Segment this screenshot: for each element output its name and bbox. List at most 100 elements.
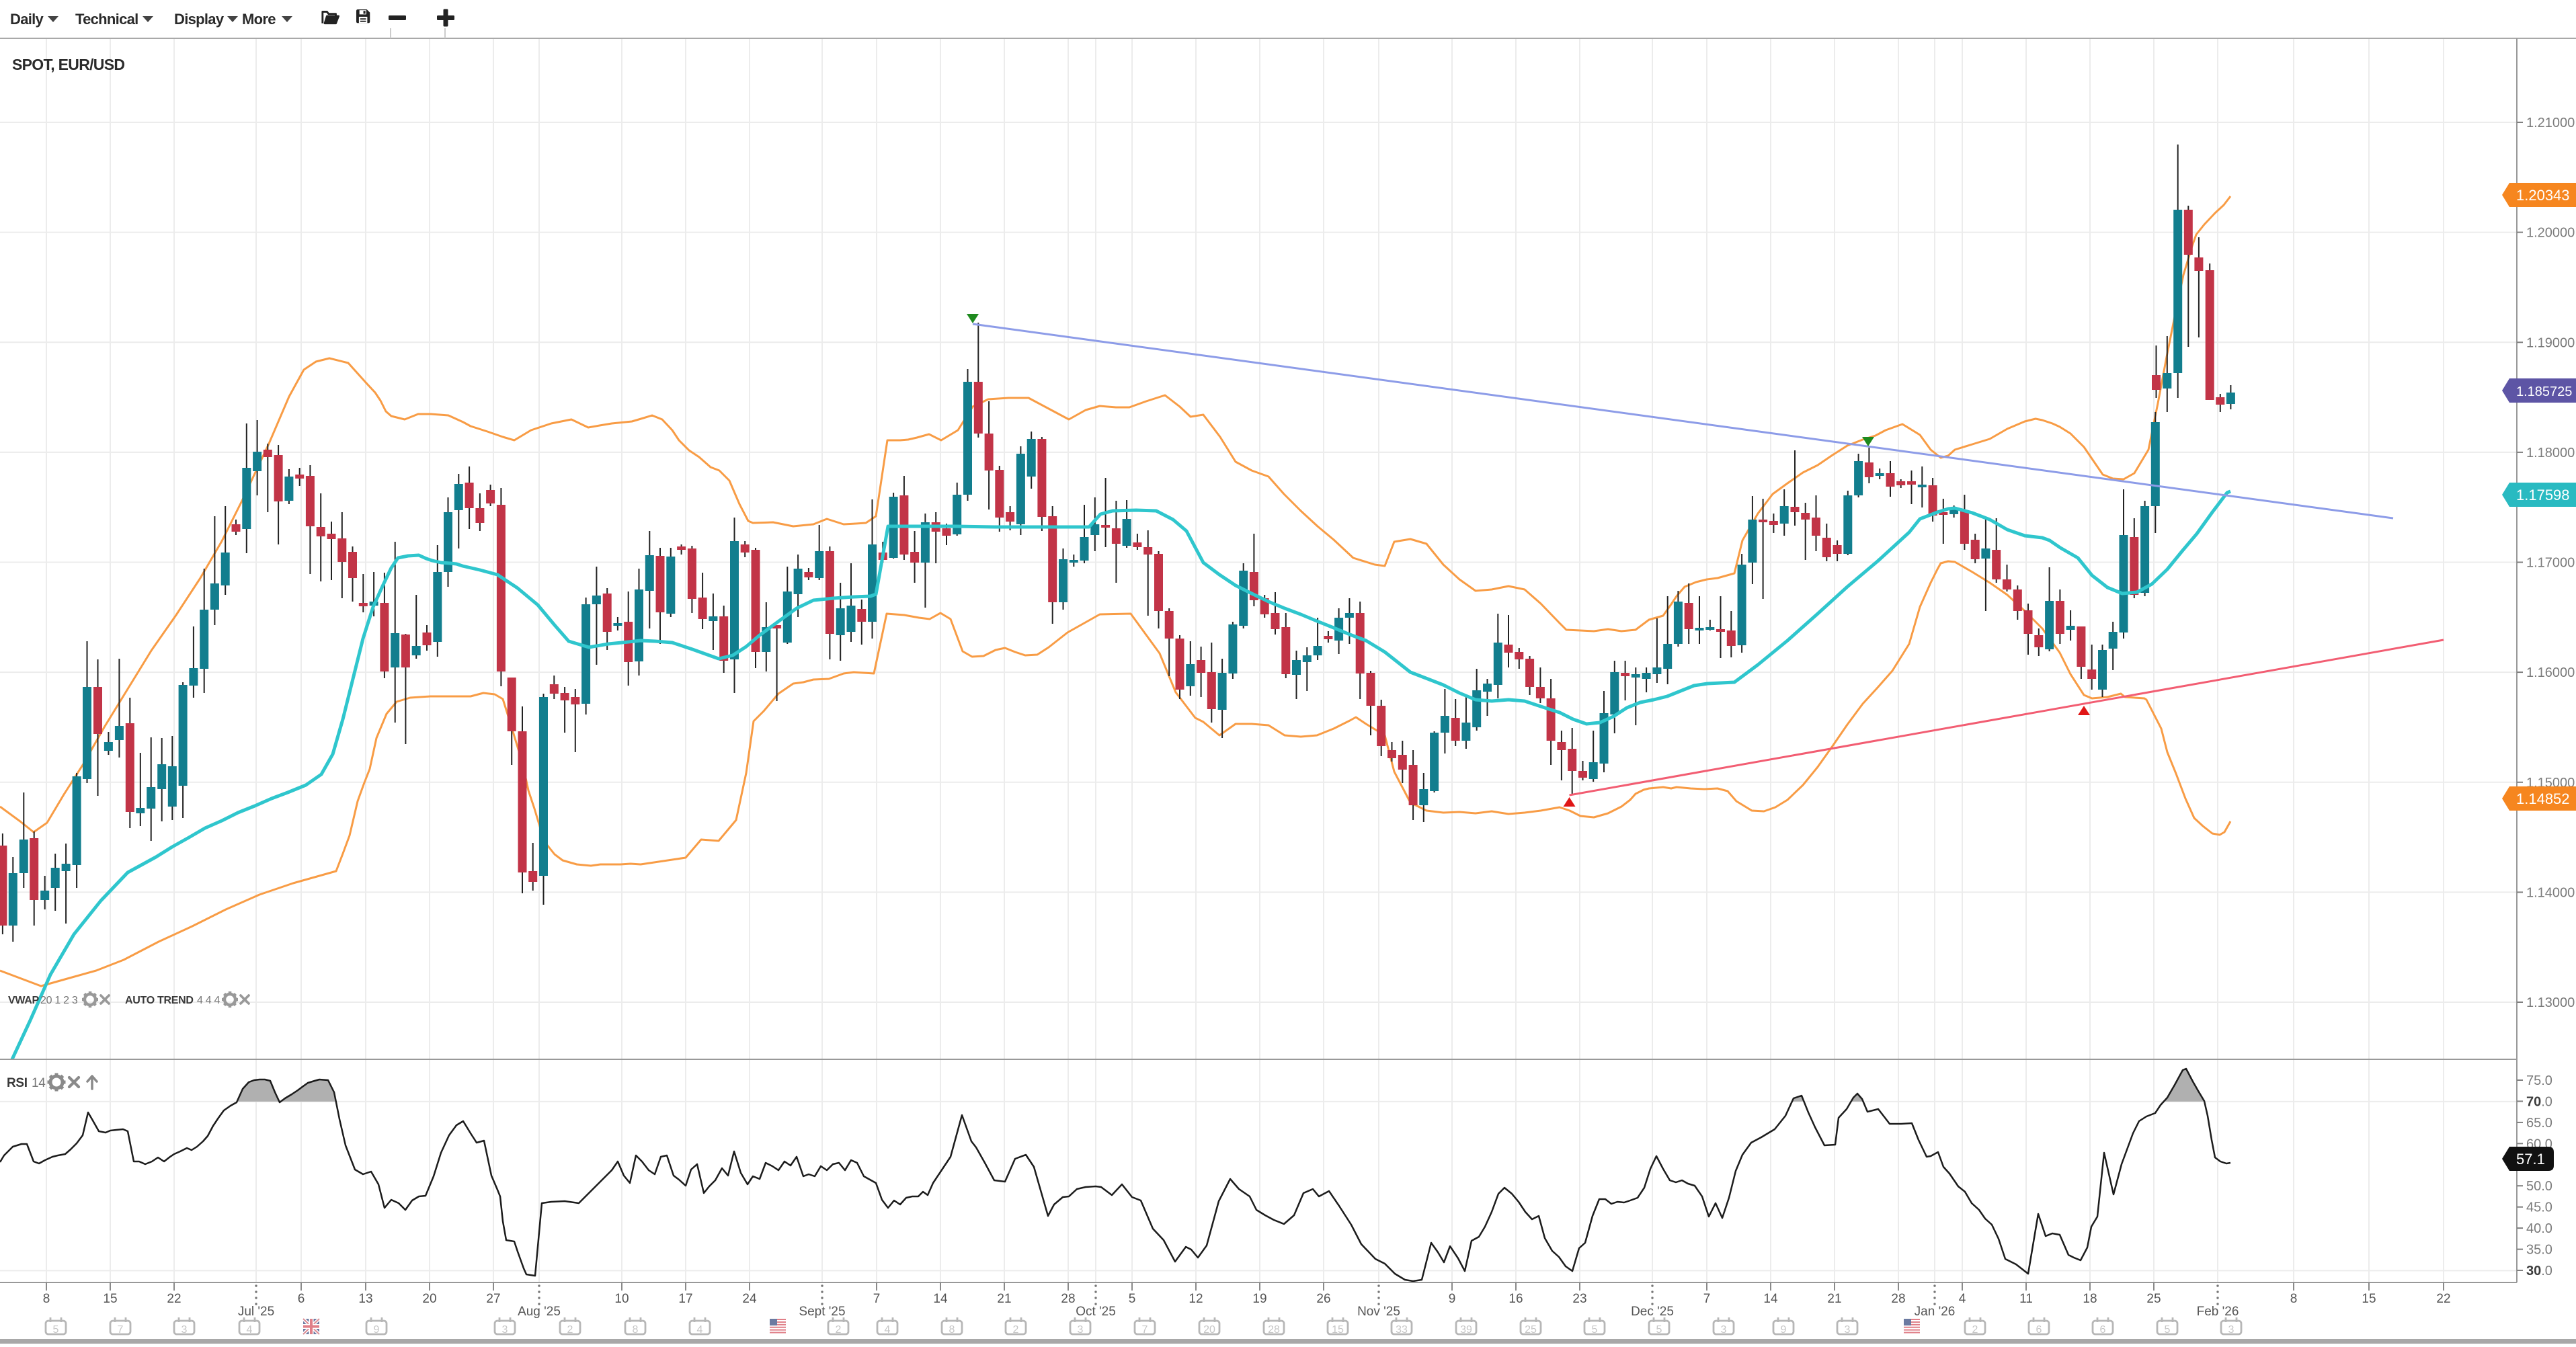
svg-text:3: 3 [502,1324,508,1336]
svg-text:1.17598: 1.17598 [2516,487,2570,503]
svg-text:57.1: 57.1 [2516,1151,2545,1168]
svg-text:5: 5 [53,1324,59,1336]
svg-text:5: 5 [1592,1324,1598,1336]
svg-text:1.16000: 1.16000 [2526,665,2575,680]
svg-text:20 1 2 3: 20 1 2 3 [40,995,78,1006]
svg-text:19: 19 [1252,1292,1266,1306]
svg-text:Daily: Daily [10,11,44,28]
svg-text:21: 21 [997,1292,1011,1306]
svg-text:27: 27 [486,1292,500,1306]
svg-text:VWAP: VWAP [8,995,40,1006]
svg-text:7: 7 [873,1292,881,1306]
svg-text:50.0: 50.0 [2526,1179,2552,1194]
svg-text:35.0: 35.0 [2526,1243,2552,1258]
svg-text:39: 39 [1460,1324,1472,1336]
svg-text:21: 21 [1827,1292,1841,1306]
svg-text:5: 5 [1656,1324,1662,1336]
svg-text:1.19000: 1.19000 [2526,335,2575,350]
svg-text:28: 28 [1061,1292,1075,1306]
svg-text:Sept '25: Sept '25 [799,1305,845,1319]
svg-text:5: 5 [2165,1324,2171,1336]
svg-text:22: 22 [2436,1292,2450,1306]
svg-text:11: 11 [2019,1292,2033,1306]
svg-text:33: 33 [1396,1324,1408,1336]
svg-text:2: 2 [836,1324,842,1336]
svg-text:3: 3 [2228,1324,2235,1336]
svg-text:2: 2 [1013,1324,1019,1336]
svg-text:25: 25 [2146,1292,2161,1306]
svg-text:16: 16 [1508,1292,1523,1306]
svg-text:8: 8 [43,1292,50,1306]
svg-text:17: 17 [678,1292,692,1306]
svg-text:4: 4 [1959,1292,1966,1306]
svg-text:Jan '26: Jan '26 [1915,1305,1956,1319]
svg-text:9: 9 [374,1324,380,1336]
svg-text:Technical: Technical [75,11,138,28]
svg-text:23: 23 [1572,1292,1586,1306]
svg-text:7: 7 [1142,1324,1148,1336]
svg-text:2: 2 [1972,1324,1978,1336]
svg-text:8: 8 [949,1324,955,1336]
svg-text:1.17000: 1.17000 [2526,556,2575,571]
svg-text:4: 4 [885,1324,891,1336]
svg-text:1.14000: 1.14000 [2526,885,2575,900]
svg-text:8: 8 [2290,1292,2298,1306]
svg-text:14: 14 [1763,1292,1778,1306]
svg-text:3: 3 [1078,1324,1084,1336]
svg-text:1.20000: 1.20000 [2526,226,2575,241]
svg-text:24: 24 [742,1292,757,1306]
svg-text:Display: Display [174,11,225,28]
svg-text:13: 13 [358,1292,372,1306]
svg-text:28: 28 [1891,1292,1905,1306]
svg-text:4: 4 [697,1324,703,1336]
svg-text:1.20343: 1.20343 [2516,187,2570,204]
svg-text:65.0: 65.0 [2526,1116,2552,1131]
svg-text:25: 25 [1525,1324,1537,1336]
svg-text:3: 3 [1845,1324,1851,1336]
svg-text:Aug '25: Aug '25 [518,1305,561,1319]
svg-text:10: 10 [614,1292,629,1306]
svg-text:75.0: 75.0 [2526,1073,2552,1088]
svg-text:2: 2 [567,1324,573,1336]
svg-text:15: 15 [103,1292,117,1306]
svg-text:1.13000: 1.13000 [2526,995,2575,1010]
svg-text:9: 9 [1449,1292,1456,1306]
svg-text:14: 14 [933,1292,948,1306]
svg-text:Nov '25: Nov '25 [1357,1305,1400,1319]
svg-text:20: 20 [422,1292,436,1306]
svg-text:3: 3 [182,1324,188,1336]
svg-text:Oct '25: Oct '25 [1076,1305,1116,1319]
svg-text:70.0: 70.0 [2526,1094,2552,1109]
svg-text:SPOT, EUR/USD: SPOT, EUR/USD [12,56,124,73]
svg-text:40.0: 40.0 [2526,1221,2552,1236]
svg-text:15: 15 [2362,1292,2376,1306]
svg-text:26: 26 [1316,1292,1330,1306]
svg-text:14: 14 [32,1076,46,1090]
svg-text:6: 6 [298,1292,305,1306]
svg-text:1.18000: 1.18000 [2526,446,2575,460]
svg-text:4 4 4: 4 4 4 [197,995,220,1006]
svg-text:15: 15 [1332,1324,1344,1336]
svg-text:Jul '25: Jul '25 [238,1305,274,1319]
svg-text:12: 12 [1189,1292,1203,1306]
svg-text:9: 9 [1781,1324,1787,1336]
svg-text:18: 18 [2083,1292,2097,1306]
svg-text:30.0: 30.0 [2526,1264,2552,1278]
svg-text:7: 7 [1703,1292,1711,1306]
svg-text:RSI: RSI [7,1076,28,1090]
svg-text:1.14852: 1.14852 [2516,790,2570,807]
svg-text:3: 3 [1721,1324,1727,1336]
svg-text:5: 5 [1129,1292,1136,1306]
svg-text:1.21000: 1.21000 [2526,116,2575,130]
svg-text:28: 28 [1268,1324,1280,1336]
svg-text:Feb '26: Feb '26 [2197,1305,2239,1319]
svg-text:Dec '25: Dec '25 [1631,1305,1674,1319]
svg-text:4: 4 [247,1324,253,1336]
svg-text:6: 6 [2036,1324,2042,1336]
svg-text:6: 6 [2100,1324,2106,1336]
svg-text:45.0: 45.0 [2526,1200,2552,1215]
svg-text:22: 22 [167,1292,181,1306]
svg-text:20: 20 [1203,1324,1215,1336]
svg-text:AUTO TREND: AUTO TREND [125,995,194,1006]
svg-text:8: 8 [633,1324,639,1336]
